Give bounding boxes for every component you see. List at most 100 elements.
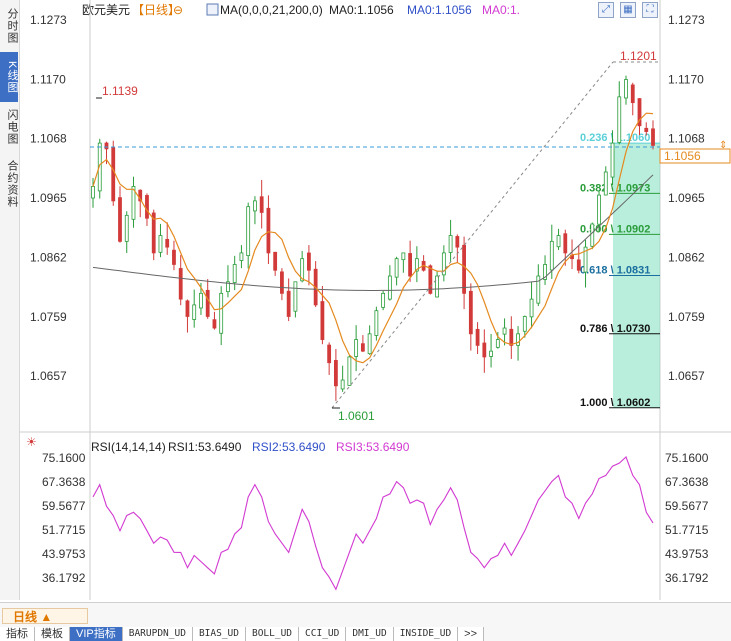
candle-body <box>212 319 217 329</box>
candle-body <box>253 200 257 212</box>
chart-canvas: 欧元美元 【日线】 ⊖ MA(0,0,0,21,200,0) MA0:1.105… <box>20 0 731 600</box>
candle-body <box>307 252 311 271</box>
tab-flash[interactable]: 闪电图 <box>6 109 18 145</box>
indicator-tab[interactable]: >> <box>458 627 485 641</box>
candle-body <box>118 197 122 242</box>
price-axis-right: 1.1273 1.1170 1.1068 1.0965 1.0862 1.0759 1.06… <box>668 13 705 383</box>
fib-level-label: 1.000 \ 1.0602 <box>580 397 650 409</box>
indicator-tab[interactable]: BOLL_UD <box>245 627 300 641</box>
candle-body <box>583 246 588 273</box>
ma0-value-2: MA0:1.1056 <box>407 3 472 17</box>
high-annotation-right: 1.1201 <box>620 49 657 63</box>
candle-body <box>111 147 116 202</box>
candle-body <box>644 127 649 132</box>
candle-body <box>556 235 561 248</box>
candle-body <box>192 304 197 320</box>
candle-body <box>630 84 635 104</box>
price-tick-label: 1.1068 <box>30 131 67 145</box>
price-tick-label: 1.0657 <box>30 369 67 383</box>
candle-body <box>226 281 230 293</box>
candle-body <box>300 258 305 282</box>
fullscreen-icon[interactable]: ⛶ <box>642 2 658 18</box>
candle-body <box>394 258 399 278</box>
rsi-tick-label: 59.5677 <box>665 499 709 513</box>
price-tick-label: 1.1170 <box>668 73 704 87</box>
candle-body <box>509 328 514 346</box>
indicator-tab[interactable]: CCI_UD <box>299 627 347 641</box>
price-tick-label: 1.0657 <box>668 369 705 383</box>
candle-body <box>333 360 338 387</box>
grid-icon[interactable]: ▦ <box>620 2 636 18</box>
indicator-tab[interactable]: VIP指标 <box>70 627 123 641</box>
candle-body <box>131 186 136 220</box>
indicator-icon[interactable] <box>206 3 219 16</box>
symbol-name: 欧元美元 <box>82 3 130 17</box>
candle-body <box>435 275 439 298</box>
price-tick-label: 1.0862 <box>668 251 705 265</box>
candle-body <box>529 298 534 318</box>
settings-icon[interactable]: ⊖ <box>173 3 183 17</box>
price-tick-label: 1.0862 <box>30 251 67 265</box>
price-tick-label: 1.1068 <box>668 131 705 145</box>
candle-body <box>273 251 278 271</box>
candle-body <box>246 206 251 257</box>
tab-timeshare[interactable]: 分时图 <box>6 8 18 44</box>
indicator-tab[interactable]: 模板 <box>35 627 70 641</box>
price-marker-icon: ⇕ <box>719 140 727 151</box>
candle-body <box>502 327 507 335</box>
period-dropdown[interactable]: 日线 ▲ <box>2 608 88 624</box>
expand-icon[interactable]: ⤢ <box>598 2 614 18</box>
tab-kline[interactable]: K线图 <box>0 52 18 102</box>
candle-body <box>603 171 608 196</box>
indicator-tab[interactable]: BARUPDN_UD <box>122 627 193 641</box>
rsi-tick-label: 51.7715 <box>665 523 709 537</box>
fib-level-label: 0.618 \ 1.0831 <box>580 264 650 276</box>
candle-body <box>124 214 129 242</box>
rsi-settings-icon[interactable]: ☀ <box>26 435 37 449</box>
candle-body <box>293 281 298 312</box>
rsi-tick-label: 51.7715 <box>42 523 86 537</box>
ma200-line <box>92 174 654 291</box>
price-tick-label: 1.0759 <box>30 310 67 324</box>
candle-body <box>543 264 547 280</box>
candle-body <box>522 316 527 332</box>
ma0-value-1: MA0:1.1056 <box>329 3 394 17</box>
tab-contract-info[interactable]: 合约资料 <box>6 160 18 208</box>
candle-body <box>327 344 332 364</box>
candle-body <box>347 356 352 386</box>
candle-body <box>408 253 413 277</box>
current-price-value: 1.1056 <box>664 149 701 163</box>
fib-level-label: 0.500 \ 1.0902 <box>580 223 650 235</box>
candle-body <box>441 252 446 276</box>
candle-body <box>576 259 581 271</box>
candle-body <box>516 333 520 346</box>
candle-body <box>428 265 433 294</box>
candle-body <box>610 142 615 178</box>
indicator-tab[interactable]: INSIDE_UD <box>393 627 459 641</box>
indicator-tab[interactable]: DMI_UD <box>346 627 394 641</box>
indicator-tab[interactable]: BIAS_UD <box>192 627 246 641</box>
rsi1-value: RSI1:53.6490 <box>168 440 242 454</box>
rsi3-value: RSI3:53.6490 <box>336 440 410 454</box>
candle-body <box>468 290 473 335</box>
candle-body <box>104 142 109 150</box>
rsi-tick-label: 43.9753 <box>42 547 86 561</box>
candle-body <box>448 235 453 253</box>
price-axis-left: 1.1273 1.1170 1.1068 1.0965 1.0862 1.0759 1.06… <box>30 13 67 383</box>
candle-body <box>91 186 95 199</box>
candle-body <box>381 292 386 308</box>
candle-body <box>482 342 487 358</box>
left-tab-bar: 分时图 K线图 闪电图 合约资料 <box>0 0 20 600</box>
indicator-tab[interactable]: 指标 <box>0 627 35 641</box>
candle-body <box>138 189 143 202</box>
fib-retracement: 0.236 \ 1.1060 0.382 \ 1.0973 0.500 \ 1.09… <box>580 132 660 409</box>
price-tick-label: 1.0965 <box>30 191 67 205</box>
candle-body <box>374 310 379 336</box>
candle-body <box>495 339 500 348</box>
candle-body <box>475 328 480 346</box>
bottom-toolbar: 日线 ▲ 指标 模板 VIP指标 BARUPDN_UD BIAS_UD BOLL_UD CC… <box>0 602 731 641</box>
rsi-tick-label: 59.5677 <box>42 499 86 513</box>
candle-body <box>286 290 291 317</box>
rsi-tick-label: 75.1600 <box>42 451 86 465</box>
candle-body <box>489 350 493 357</box>
